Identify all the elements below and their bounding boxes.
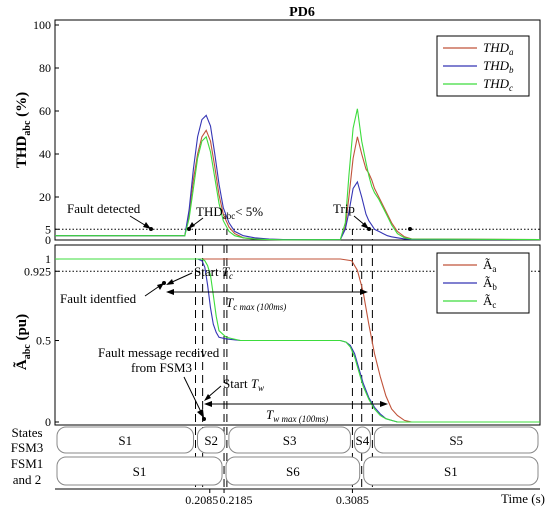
fsm3-state-label: S2 (204, 433, 218, 448)
tw-max-right-arrowhead (380, 401, 388, 407)
fault-detected-marker (149, 227, 153, 231)
fault-message-line2: from FSM3 (131, 360, 192, 375)
x-tick-label: 0.3085 (336, 493, 369, 507)
x-axis-label: Time (s) (501, 491, 545, 506)
fault-identified-marker (162, 281, 166, 285)
trip-marker (367, 227, 371, 231)
thd-y-axis-label: THDabc (%) (14, 92, 33, 168)
amp-series-a-line (55, 258, 540, 423)
thd-legend-label-c: THDc (483, 76, 513, 93)
x-tick-label: 0.2185 (220, 493, 253, 507)
amp-guide-lines (195, 245, 373, 489)
fsm3-state-label: S3 (283, 433, 297, 448)
thd-below-5-annotation: THDabc< 5% (196, 204, 263, 221)
thd-y-tick-label: 20 (39, 190, 51, 204)
amp-y-axis-label: Ãabc (pu) (12, 314, 33, 370)
trip-end-marker (408, 227, 412, 231)
thd-guide-lines (195, 229, 373, 240)
fsm3-state-box (197, 426, 226, 454)
thd-legend-label-a: THDa (483, 40, 514, 57)
amp-legend-label-a: Ãa (483, 257, 496, 274)
start-tc-annotation: Start Tc (194, 264, 233, 281)
thd-below-5-marker (187, 227, 191, 231)
thd-series-group (55, 108, 541, 241)
fsm3-state-box (56, 426, 195, 454)
thd-series-b-line (55, 114, 541, 241)
fsm12-row-label-1: FSM1 (11, 456, 44, 471)
start-tc-arrow (169, 272, 193, 284)
fault-message-line1: Fault message received (98, 345, 220, 360)
fsm12-states-row: S1 S6 S1 (56, 456, 539, 486)
tw-max-label: Tw max (100ms) (266, 407, 328, 424)
thd-legend: THDa THDb THDc (436, 35, 530, 97)
start-tw-arrowhead (204, 394, 211, 401)
fsm12-state-label: S6 (286, 464, 300, 479)
fsm12-state-label: S1 (444, 464, 458, 479)
thd-y-axis: 05 20 40 60 80 100 (33, 18, 59, 247)
amp-y-axis-label-main: Ã (12, 359, 30, 370)
fault-identified-arrowhead (157, 283, 164, 290)
amp-y-tick-label: 0.5 (36, 334, 51, 348)
fsm3-state-label: S1 (118, 433, 132, 448)
fsm3-row-label-2: FSM3 (11, 440, 44, 455)
fsm12-state-label: S1 (133, 464, 147, 479)
thd-y-tick-label: 0 (45, 233, 51, 247)
amp-plot-frame (54, 244, 541, 426)
fsm3-row-label-1: States (11, 425, 42, 440)
fsm12-state-box (225, 456, 361, 486)
amp-y-tick-label: 1 (45, 252, 51, 266)
amp-series-group (55, 258, 540, 423)
fsm3-state-box (353, 426, 371, 454)
fsm12-row-label-2: and 2 (13, 472, 42, 487)
amp-legend-label-b: Ãb (483, 275, 497, 292)
amp-legend: Ãa Ãb Ãc (436, 252, 530, 314)
thd-y-tick-label: 100 (33, 18, 51, 32)
fault-message-arrow (183, 376, 203, 415)
thd-y-axis-label-sub: abc (22, 120, 33, 136)
fault-message-arrowhead (197, 409, 204, 418)
trip-annotation: Trip (333, 201, 355, 216)
fsm3-state-box (373, 426, 539, 454)
amp-y-tick-label: 0.925 (24, 264, 51, 278)
amp-y-axis-label-sub: abc (22, 344, 33, 360)
thd-series-a-line (55, 129, 541, 241)
fault-detected-annotation: Fault detected (67, 201, 141, 216)
thd-y-tick-label: 80 (39, 61, 51, 75)
fault-message-marker (202, 417, 206, 421)
tc-max-left-arrowhead (166, 289, 174, 295)
fsm3-state-label: S5 (449, 433, 463, 448)
x-tick-label: 0.2085 (185, 493, 218, 507)
fault-detected-arrowhead (143, 222, 151, 229)
fault-identified-annotation: Fault identfied (60, 291, 137, 306)
thd-y-axis-label-main: THD (14, 135, 30, 168)
thd-legend-label-b: THDb (483, 58, 514, 75)
tc-max-right-arrowhead (360, 289, 368, 295)
x-axis-ticks: 0.2085 0.2185 0.3085 (185, 489, 369, 507)
start-tc-arrowhead (166, 279, 174, 285)
amp-series-c-line (55, 258, 540, 423)
tc-max-label: Tc max (100ms) (226, 295, 286, 312)
thd-y-tick-label: 5 (45, 222, 51, 236)
fsm12-state-box (56, 456, 223, 486)
fsm3-state-box (228, 426, 351, 454)
thd-y-axis-label-unit: (%) (14, 92, 30, 121)
start-tw-annotation: Start Tw (223, 376, 264, 393)
trip-arrowhead (361, 222, 369, 229)
tw-max-left-arrowhead (204, 401, 212, 407)
chart-title: PD6 (289, 5, 315, 20)
thd-y-tick-label: 40 (39, 147, 51, 161)
amp-legend-label-c: Ãc (483, 293, 496, 310)
amp-y-tick-label: 0 (45, 415, 51, 429)
thd-y-tick-label: 60 (39, 104, 51, 118)
fsm12-state-box (363, 456, 539, 486)
thd-series-c-line (55, 108, 541, 241)
amp-y-axis-label-unit: (pu) (14, 314, 30, 344)
fsm3-state-label: S4 (356, 433, 370, 448)
fsm3-states-row: S1 S2 S3 S4 S5 (56, 426, 539, 454)
